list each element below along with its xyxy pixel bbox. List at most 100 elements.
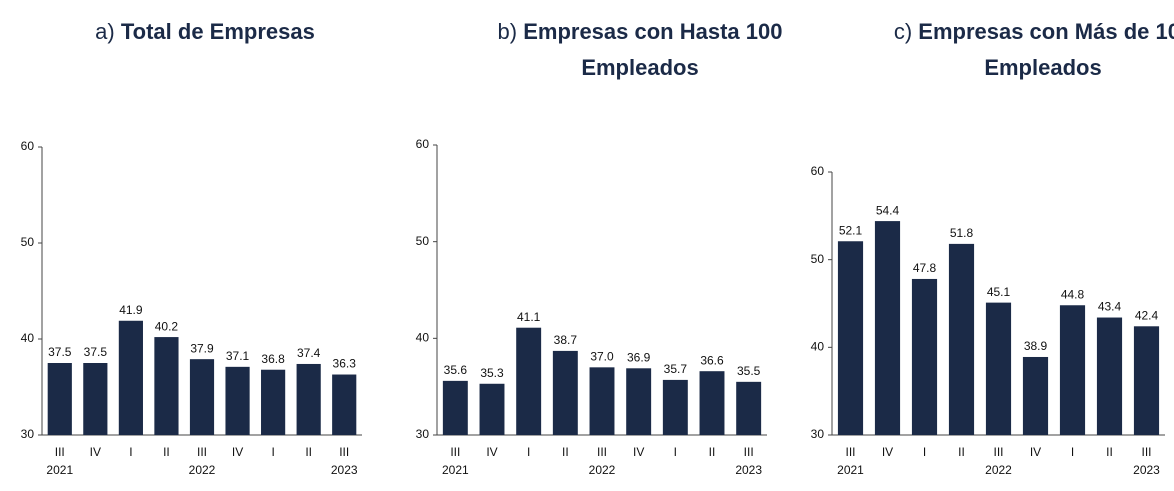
bar (83, 363, 108, 435)
x-tick-label: III (197, 445, 207, 459)
x-tick-label: IV (1030, 445, 1041, 459)
x-tick-label: I (129, 445, 132, 459)
y-tick-label: 60 (416, 137, 430, 151)
value-label: 38.9 (1024, 339, 1048, 353)
x-tick-label: II (163, 445, 170, 459)
x-tick-label: I (674, 445, 677, 459)
x-tick-label: III (339, 445, 349, 459)
bar (837, 241, 864, 435)
value-label: 42.4 (1135, 308, 1159, 322)
bar (985, 302, 1012, 435)
bar (261, 369, 286, 435)
x-tick-label: I (1071, 445, 1074, 459)
year-label: 2022 (589, 463, 616, 477)
bar (516, 327, 542, 435)
x-tick-label: III (55, 445, 65, 459)
bar (911, 278, 938, 435)
value-label: 54.4 (876, 203, 900, 217)
x-tick-label: IV (633, 445, 644, 459)
value-label: 38.7 (554, 333, 578, 347)
x-tick-label: III (993, 445, 1003, 459)
year-label: 2021 (442, 463, 469, 477)
bar (1059, 305, 1086, 435)
bar (118, 320, 143, 435)
bar (189, 359, 215, 435)
value-label: 36.8 (261, 352, 285, 366)
y-tick-label: 30 (416, 427, 430, 441)
chart-title-c: c) Empresas con Más de 100 Empleados (868, 14, 1174, 86)
bar (479, 383, 505, 435)
bar (332, 374, 357, 435)
value-label: 37.0 (590, 350, 614, 364)
year-label: 2021 (837, 463, 864, 477)
value-label: 35.7 (664, 362, 688, 376)
bar (736, 381, 762, 435)
x-tick-label: I (923, 445, 926, 459)
x-tick-label: IV (232, 445, 243, 459)
bar (874, 221, 901, 435)
bar (626, 368, 652, 435)
title-text: Total de Empresas (120, 19, 315, 44)
year-label: 2022 (985, 463, 1012, 477)
value-label: 36.3 (333, 357, 357, 371)
value-label: 41.9 (119, 303, 143, 317)
value-label: 37.9 (190, 341, 214, 355)
value-label: 37.4 (297, 346, 321, 360)
value-label: 52.1 (839, 223, 863, 237)
bar (1022, 356, 1049, 435)
bar (1096, 317, 1123, 435)
x-tick-label: I (271, 445, 274, 459)
panel-label: b) (497, 19, 518, 44)
bar (699, 371, 725, 435)
y-tick-label: 50 (811, 252, 825, 266)
bar (662, 379, 688, 435)
x-tick-label: II (958, 445, 965, 459)
bar (589, 367, 615, 435)
value-label: 37.1 (226, 349, 250, 363)
y-tick-label: 30 (811, 427, 825, 441)
value-label: 47.8 (913, 261, 937, 275)
year-label: 2022 (189, 463, 216, 477)
x-tick-label: IV (882, 445, 893, 459)
panel-label: a) (95, 19, 115, 44)
value-label: 44.8 (1061, 287, 1085, 301)
title-text: Empresas con Más de 100 Empleados (918, 19, 1174, 80)
x-tick-label: II (562, 445, 569, 459)
y-tick-label: 60 (21, 139, 35, 153)
bar (154, 337, 179, 435)
y-tick-label: 40 (811, 340, 825, 354)
title-text: Empresas con Hasta 100 Empleados (523, 19, 783, 80)
bar (296, 363, 321, 435)
year-label: 2023 (331, 463, 358, 477)
x-tick-label: II (709, 445, 716, 459)
x-tick-label: II (1106, 445, 1113, 459)
bar (552, 350, 578, 435)
x-tick-label: III (597, 445, 607, 459)
bar (1133, 326, 1160, 435)
y-tick-label: 60 (811, 164, 825, 178)
value-label: 40.2 (155, 319, 179, 333)
value-label: 36.9 (627, 350, 651, 364)
x-tick-label: III (1141, 445, 1151, 459)
value-label: 37.5 (48, 345, 72, 359)
chart-title-a: a) Total de Empresas (40, 14, 370, 50)
y-tick-label: 40 (21, 331, 35, 345)
year-label: 2023 (1133, 463, 1160, 477)
y-tick-label: 40 (416, 331, 430, 345)
x-tick-label: II (305, 445, 312, 459)
y-tick-label: 50 (416, 234, 430, 248)
value-label: 45.1 (987, 285, 1011, 299)
bar (225, 366, 250, 435)
x-tick-label: IV (486, 445, 497, 459)
value-label: 37.5 (84, 345, 108, 359)
x-tick-label: I (527, 445, 530, 459)
x-tick-label: III (450, 445, 460, 459)
year-label: 2021 (46, 463, 73, 477)
value-label: 35.5 (737, 364, 761, 378)
value-label: 35.3 (480, 366, 504, 380)
value-label: 41.1 (517, 310, 541, 324)
value-label: 43.4 (1098, 300, 1122, 314)
panel-label: c) (893, 19, 913, 44)
x-tick-label: III (845, 445, 855, 459)
